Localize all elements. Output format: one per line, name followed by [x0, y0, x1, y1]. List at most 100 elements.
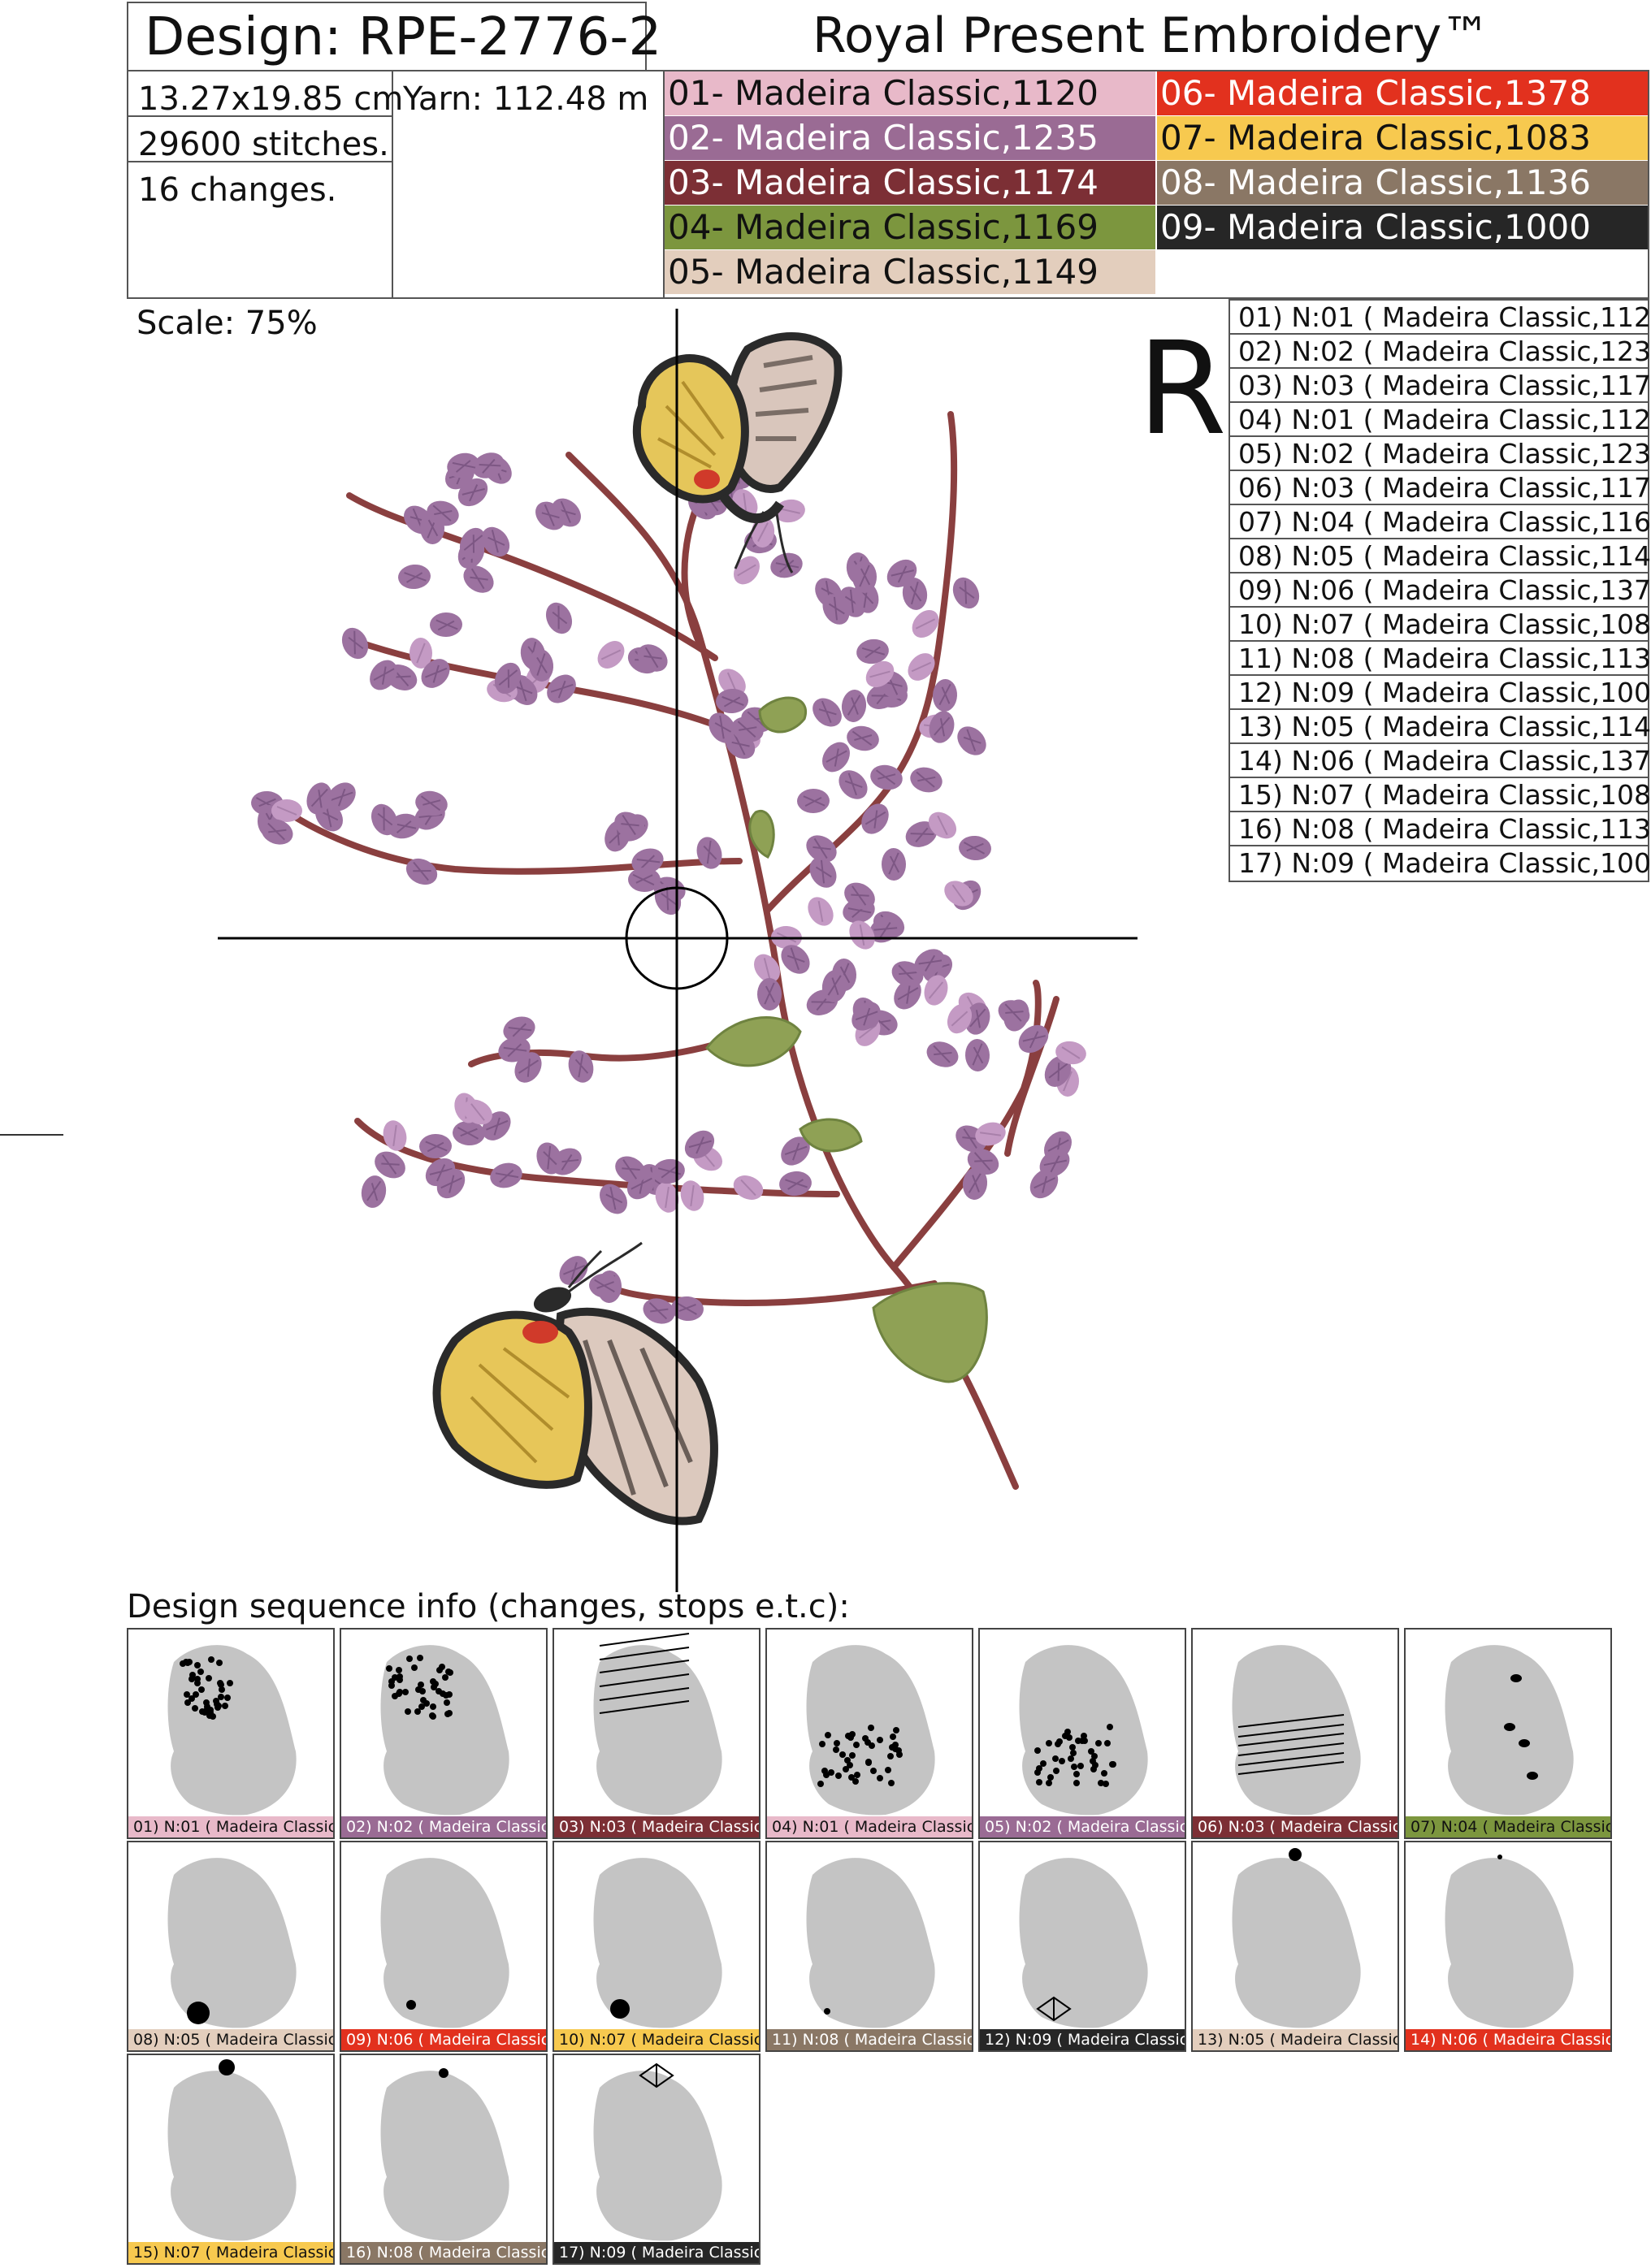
thread-swatch-8: 08- Madeira Classic,1136 [1157, 161, 1648, 205]
sequence-row: 12) N:09 ( Madeira Classic,1000) [1230, 676, 1651, 710]
sequence-thumbnail: 06) N:03 ( Madeira Classic [1191, 1628, 1399, 1839]
blossom-leaf [801, 891, 840, 932]
sequence-row: 11) N:08 ( Madeira Classic,1136) [1230, 642, 1651, 676]
blossom-leaf [336, 622, 375, 664]
sequence-thumbnail: 11) N:08 ( Madeira Classic, [765, 1841, 973, 2052]
blossom-leaf [691, 833, 727, 873]
sequence-thumbnail: 16) N:08 ( Madeira Classic, [340, 2054, 548, 2265]
thread-swatch-1: 01- Madeira Classic,1120 [665, 71, 1155, 115]
thread-swatch-6: 06- Madeira Classic,1378 [1157, 71, 1648, 115]
thumbnail-label: 08) N:05 ( Madeira Classic [128, 2029, 333, 2050]
sequence-row: 17) N:09 ( Madeira Classic,1000) [1238, 847, 1651, 879]
blossom-leaf [925, 707, 959, 747]
blossom-leaf [552, 1249, 595, 1292]
blossom-leaf [964, 1037, 991, 1073]
blossom-leaf [843, 722, 882, 755]
thumbnail-label: 07) N:04 ( Madeira Classic [1406, 1816, 1610, 1837]
sequence-thumbnail: 01) N:01 ( Madeira Classic,1 [127, 1628, 335, 1839]
thumbnail-label: 06) N:03 ( Madeira Classic [1193, 1816, 1398, 1837]
blossom-leaf [947, 572, 986, 614]
blossom-leaf [921, 1036, 964, 1073]
thumbnail-label: 15) N:07 ( Madeira Classic, [128, 2242, 333, 2263]
brand-title: Royal Present Embroidery™ [812, 7, 1491, 64]
thumbnail-label: 11) N:08 ( Madeira Classic, [767, 2029, 972, 2050]
sequence-thumbnail: 05) N:02 ( Madeira Classic [978, 1628, 1186, 1839]
sequence-row: 07) N:04 ( Madeira Classic,1169) [1230, 505, 1651, 539]
design-title: Design: RPE-2776-2 [145, 7, 662, 67]
blossom-leaf [540, 597, 578, 639]
sequence-row: 09) N:06 ( Madeira Classic,1378) [1230, 573, 1651, 608]
sequence-row: 03) N:03 ( Madeira Classic,1174) [1230, 369, 1651, 403]
blossom-leaf [396, 562, 433, 591]
sequence-row: 15) N:07 ( Madeira Classic,1083) [1230, 778, 1651, 812]
left-margin-tick [0, 1134, 63, 1136]
blossom-leaf [795, 787, 831, 815]
sequence-thumbnail: 14) N:06 ( Madeira Classic, [1404, 1841, 1612, 2052]
blossom-leaf [993, 994, 1035, 1032]
yarn-length: Yarn: 112.48 m [403, 80, 649, 118]
sequence-row: 06) N:03 ( Madeira Classic,1174) [1230, 471, 1651, 505]
blossom-leaf [271, 799, 303, 823]
thumbnail-label: 12) N:09 ( Madeira Classic, [980, 2029, 1185, 2050]
thread-swatch-4: 04- Madeira Classic,1169 [665, 206, 1155, 249]
blossom-leaf [358, 1172, 390, 1211]
thread-swatch-3: 03- Madeira Classic,1174 [665, 161, 1155, 205]
blossom-leaf [838, 687, 869, 725]
sequence-thumbnail: 10) N:07 ( Madeira Classic, [552, 1841, 760, 2052]
blossom-leaf [832, 764, 874, 806]
thumbnail-label: 17) N:09 ( Madeira Classic, [554, 2242, 759, 2263]
thumbnail-label: 01) N:01 ( Madeira Classic,1 [128, 1816, 333, 1837]
thumbnail-label: 02) N:02 ( Madeira Classic [341, 1816, 546, 1837]
sequence-row: 05) N:02 ( Madeira Classic,1235) [1230, 437, 1651, 471]
blossom-leaf [766, 548, 807, 582]
sequence-thumbnail: 03) N:03 ( Madeira Classic [552, 1628, 760, 1839]
sequence-thumbnail: 07) N:04 ( Madeira Classic [1404, 1628, 1612, 1839]
sequence-thumbnail: 17) N:09 ( Madeira Classic, [552, 2054, 760, 2265]
thumbnail-label: 14) N:06 ( Madeira Classic, [1406, 2029, 1610, 2050]
sequence-thumbnail: 12) N:09 ( Madeira Classic, [978, 1841, 1186, 2052]
sequence-row: 10) N:07 ( Madeira Classic,1083) [1230, 608, 1651, 642]
top-butterfly [632, 332, 843, 573]
design-size: 13.27x19.85 cm [138, 80, 404, 118]
sequence-row: 02) N:02 ( Madeira Classic,1235) [1230, 335, 1651, 369]
blossom-leaf [728, 1170, 769, 1205]
blossom-leaf [880, 846, 908, 882]
sequence-row: 01) N:01 ( Madeira Classic,1120) [1230, 301, 1651, 335]
rotation-mark: R [1138, 314, 1227, 464]
spec-changes-cell [127, 161, 393, 299]
blossom-leaf [930, 677, 960, 713]
blossom-leaf [806, 691, 848, 734]
sequence-row: 16) N:08 ( Madeira Classic,1136) [1230, 812, 1651, 846]
blossom-leaf [676, 1177, 708, 1214]
thread-swatch-9: 09- Madeira Classic,1000 [1157, 206, 1648, 249]
scale-label: Scale: 75% [136, 305, 318, 342]
thumbnail-label: 05) N:02 ( Madeira Classic [980, 1816, 1185, 1837]
thumbnail-label: 16) N:08 ( Madeira Classic, [341, 2242, 546, 2263]
center-crosshair [218, 309, 1138, 1592]
blossom-leaf [428, 611, 464, 638]
blossom-leaf [486, 1158, 526, 1192]
bottom-butterfly [432, 1241, 718, 1526]
blossom-leaf [591, 634, 631, 675]
sequence-title: Design sequence info (changes, stops e.t… [127, 1588, 850, 1625]
blossom-leaf [727, 550, 766, 591]
thread-swatch-7: 07- Madeira Classic,1083 [1157, 116, 1648, 160]
thread-swatch-5: 05- Madeira Classic,1149 [665, 250, 1155, 294]
blossom-leaf [957, 833, 993, 863]
stop-sequence-list: 01) N:01 ( Madeira Classic,1120) 02) N:02… [1228, 299, 1651, 882]
blossom-leaf [951, 720, 993, 762]
thumbnail-label: 10) N:07 ( Madeira Classic, [554, 2029, 759, 2050]
thread-swatch-2: 02- Madeira Classic,1235 [665, 116, 1155, 160]
embroidery-preview [218, 309, 1138, 1592]
change-count: 16 changes. [138, 171, 337, 209]
stitch-count: 29600 stitches. [138, 126, 389, 163]
thumbnail-label: 03) N:03 ( Madeira Classic [554, 1816, 759, 1837]
sequence-thumbnail: 13) N:05 ( Madeira Classic, [1191, 1841, 1399, 2052]
sequence-row: 04) N:01 ( Madeira Classic,1120) [1230, 403, 1651, 437]
sequence-thumbnail: 04) N:01 ( Madeira Classic, [765, 1628, 973, 1839]
blossom-leaf [906, 763, 947, 797]
sequence-row: 13) N:05 ( Madeira Classic,1149) [1230, 710, 1651, 744]
green-leaves [705, 696, 988, 1383]
sequence-thumbnail: 09) N:06 ( Madeira Classic [340, 1841, 548, 2052]
sequence-thumbnail: 15) N:07 ( Madeira Classic, [127, 2054, 335, 2265]
